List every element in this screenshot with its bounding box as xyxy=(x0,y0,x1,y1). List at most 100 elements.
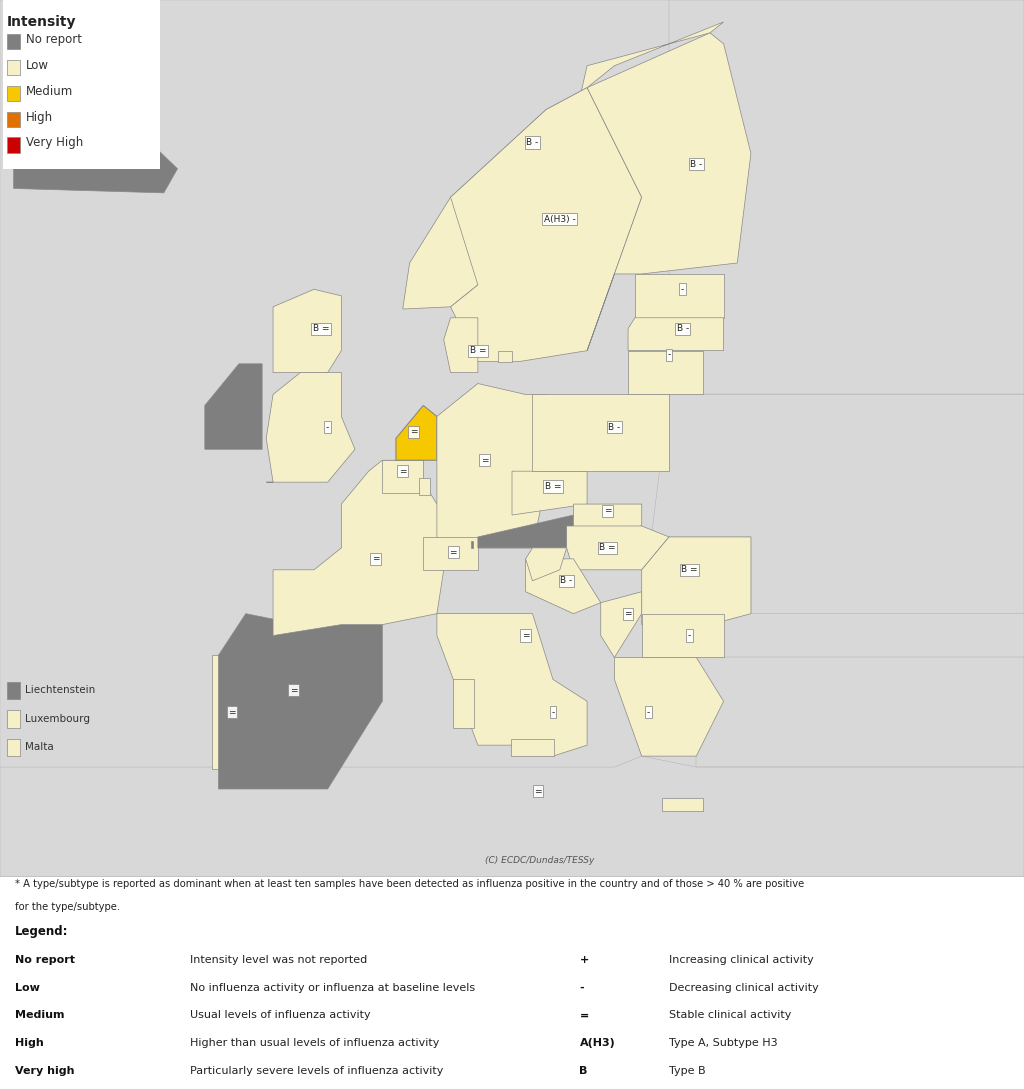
Text: No influenza activity or influenza at baseline levels: No influenza activity or influenza at ba… xyxy=(190,982,475,993)
Polygon shape xyxy=(573,504,642,537)
Text: Particularly severe levels of influenza activity: Particularly severe levels of influenza … xyxy=(190,1066,443,1076)
Text: No report: No report xyxy=(26,33,82,46)
Polygon shape xyxy=(471,541,473,548)
Bar xyxy=(3,0,160,169)
Text: High: High xyxy=(15,1038,44,1048)
Polygon shape xyxy=(419,478,430,495)
Text: Very high: Very high xyxy=(15,1066,75,1076)
Text: -: - xyxy=(681,285,684,294)
Text: B =: B = xyxy=(470,346,486,355)
Polygon shape xyxy=(273,461,451,636)
Text: -: - xyxy=(551,708,555,717)
Text: B: B xyxy=(580,1066,588,1076)
Polygon shape xyxy=(511,738,554,756)
Text: Higher than usual levels of influenza activity: Higher than usual levels of influenza ac… xyxy=(190,1038,439,1048)
Text: Decreasing clinical activity: Decreasing clinical activity xyxy=(670,982,819,993)
Bar xyxy=(7,34,20,49)
Polygon shape xyxy=(382,461,423,493)
Text: =: = xyxy=(399,467,407,476)
Text: B -: B - xyxy=(526,138,539,147)
Polygon shape xyxy=(0,756,1024,877)
Polygon shape xyxy=(454,680,474,727)
Text: Liechtenstein: Liechtenstein xyxy=(26,685,95,696)
Text: =: = xyxy=(228,708,236,717)
Polygon shape xyxy=(628,318,724,351)
Text: (C) ECDC/Dundas/TESSy: (C) ECDC/Dundas/TESSy xyxy=(484,856,594,866)
Polygon shape xyxy=(437,383,546,548)
Text: B =: B = xyxy=(312,325,329,333)
Text: Intensity: Intensity xyxy=(7,15,77,29)
Bar xyxy=(7,86,20,101)
Text: -: - xyxy=(326,423,330,432)
Bar xyxy=(7,111,20,127)
Polygon shape xyxy=(587,33,751,351)
Polygon shape xyxy=(437,613,587,756)
Polygon shape xyxy=(525,559,601,613)
Text: B -: B - xyxy=(560,576,572,585)
Text: B =: B = xyxy=(599,543,615,552)
Text: Stable clinical activity: Stable clinical activity xyxy=(670,1011,792,1020)
Polygon shape xyxy=(266,372,355,482)
Text: Low: Low xyxy=(15,982,40,993)
Polygon shape xyxy=(423,537,478,570)
Polygon shape xyxy=(218,613,382,788)
Text: A(H3): A(H3) xyxy=(580,1038,615,1048)
Polygon shape xyxy=(0,0,1024,877)
Text: =: = xyxy=(604,506,611,515)
Text: =: = xyxy=(481,455,488,465)
Polygon shape xyxy=(663,798,703,811)
Bar xyxy=(7,710,20,727)
Polygon shape xyxy=(443,318,478,372)
Text: =: = xyxy=(372,554,379,563)
Text: * A type/subtype is reported as dominant when at least ten samples have been det: * A type/subtype is reported as dominant… xyxy=(15,879,805,889)
Polygon shape xyxy=(13,121,177,193)
Bar xyxy=(7,60,20,75)
Polygon shape xyxy=(635,274,724,318)
Polygon shape xyxy=(273,290,341,372)
Bar xyxy=(7,137,20,152)
Text: B -: B - xyxy=(677,325,689,333)
Text: Usual levels of influenza activity: Usual levels of influenza activity xyxy=(190,1011,371,1020)
Text: =: = xyxy=(522,631,529,640)
Polygon shape xyxy=(669,0,1024,394)
Bar xyxy=(7,738,20,756)
Polygon shape xyxy=(642,537,751,625)
Text: -: - xyxy=(580,982,584,993)
Bar xyxy=(7,682,20,699)
Text: =: = xyxy=(580,1011,589,1020)
Text: -: - xyxy=(668,351,671,359)
Polygon shape xyxy=(628,351,703,394)
Text: Medium: Medium xyxy=(15,1011,65,1020)
Text: for the type/subtype.: for the type/subtype. xyxy=(15,902,121,913)
Text: Type B: Type B xyxy=(670,1066,706,1076)
Polygon shape xyxy=(566,526,669,570)
Polygon shape xyxy=(212,656,257,769)
Polygon shape xyxy=(205,364,262,450)
Text: =: = xyxy=(410,427,418,437)
Text: -: - xyxy=(647,708,650,717)
Text: B =: B = xyxy=(681,565,697,574)
Text: Intensity level was not reported: Intensity level was not reported xyxy=(190,955,368,965)
Text: =: = xyxy=(290,686,297,695)
Text: Type A, Subtype H3: Type A, Subtype H3 xyxy=(670,1038,778,1048)
Text: =: = xyxy=(450,548,457,556)
Text: =: = xyxy=(535,786,542,796)
Polygon shape xyxy=(512,472,587,515)
Text: B -: B - xyxy=(690,160,702,169)
Text: B =: B = xyxy=(545,482,561,491)
Text: A(H3) -: A(H3) - xyxy=(544,215,575,223)
Polygon shape xyxy=(499,351,512,362)
Polygon shape xyxy=(532,394,669,472)
Text: Luxembourg: Luxembourg xyxy=(26,714,90,724)
Text: =: = xyxy=(625,609,632,619)
Polygon shape xyxy=(642,394,1024,613)
Text: -: - xyxy=(688,631,691,640)
Text: Malta: Malta xyxy=(26,743,54,752)
Polygon shape xyxy=(601,591,642,658)
Polygon shape xyxy=(696,658,1024,767)
Polygon shape xyxy=(537,786,541,794)
Text: No report: No report xyxy=(15,955,76,965)
Polygon shape xyxy=(642,613,724,658)
Text: Very High: Very High xyxy=(26,136,83,149)
Polygon shape xyxy=(525,548,566,580)
